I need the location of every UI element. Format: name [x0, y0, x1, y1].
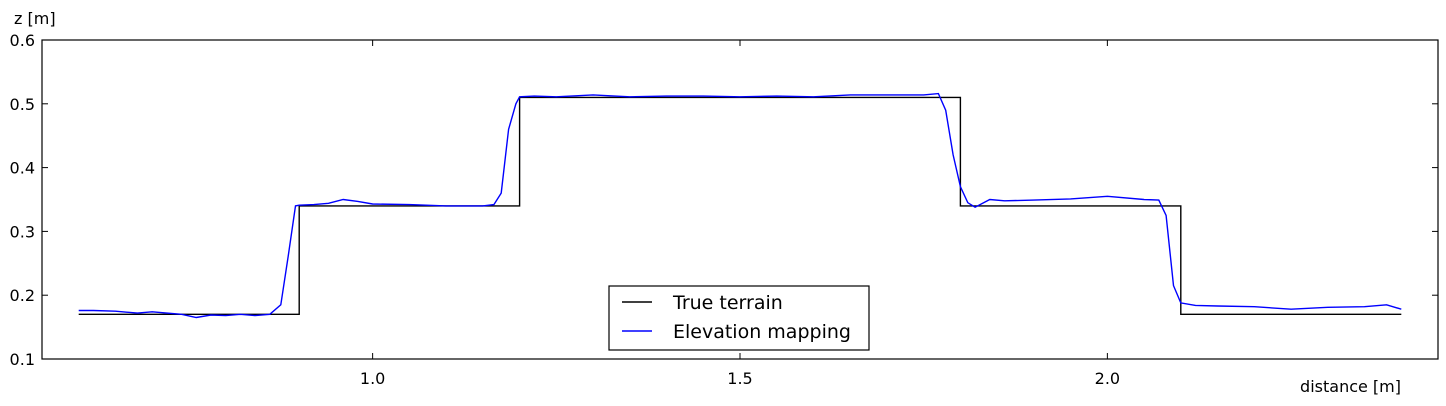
x-tick-label: 1.5 [727, 369, 752, 388]
legend-label-true-terrain: True terrain [672, 292, 783, 314]
y-tick-label: 0.3 [10, 222, 35, 241]
y-axis-label: z [m] [14, 9, 56, 28]
series-line-elevation-mapping [78, 92, 1402, 319]
y-tick-label: 0.4 [10, 159, 35, 178]
y-tick-label: 0.5 [10, 95, 35, 114]
x-tick-label: 1.0 [360, 369, 385, 388]
x-tick-label: 2.0 [1095, 369, 1120, 388]
series-layer [78, 92, 1402, 319]
legend: True terrain Elevation mapping [608, 285, 870, 351]
legend-box [608, 285, 870, 351]
y-tick-label: 0.6 [10, 31, 35, 50]
x-axis-label: distance [m] [1300, 377, 1401, 396]
ticks-layer: 1.0 1.5 2.0 0.1 0.2 0.3 0.4 0.5 0.6 [10, 31, 1438, 388]
y-tick-label: 0.2 [10, 286, 35, 305]
legend-label-elevation-mapping: Elevation mapping [673, 321, 851, 343]
series-line-true-terrain [78, 96, 1402, 315]
y-tick-label: 0.1 [10, 350, 35, 369]
